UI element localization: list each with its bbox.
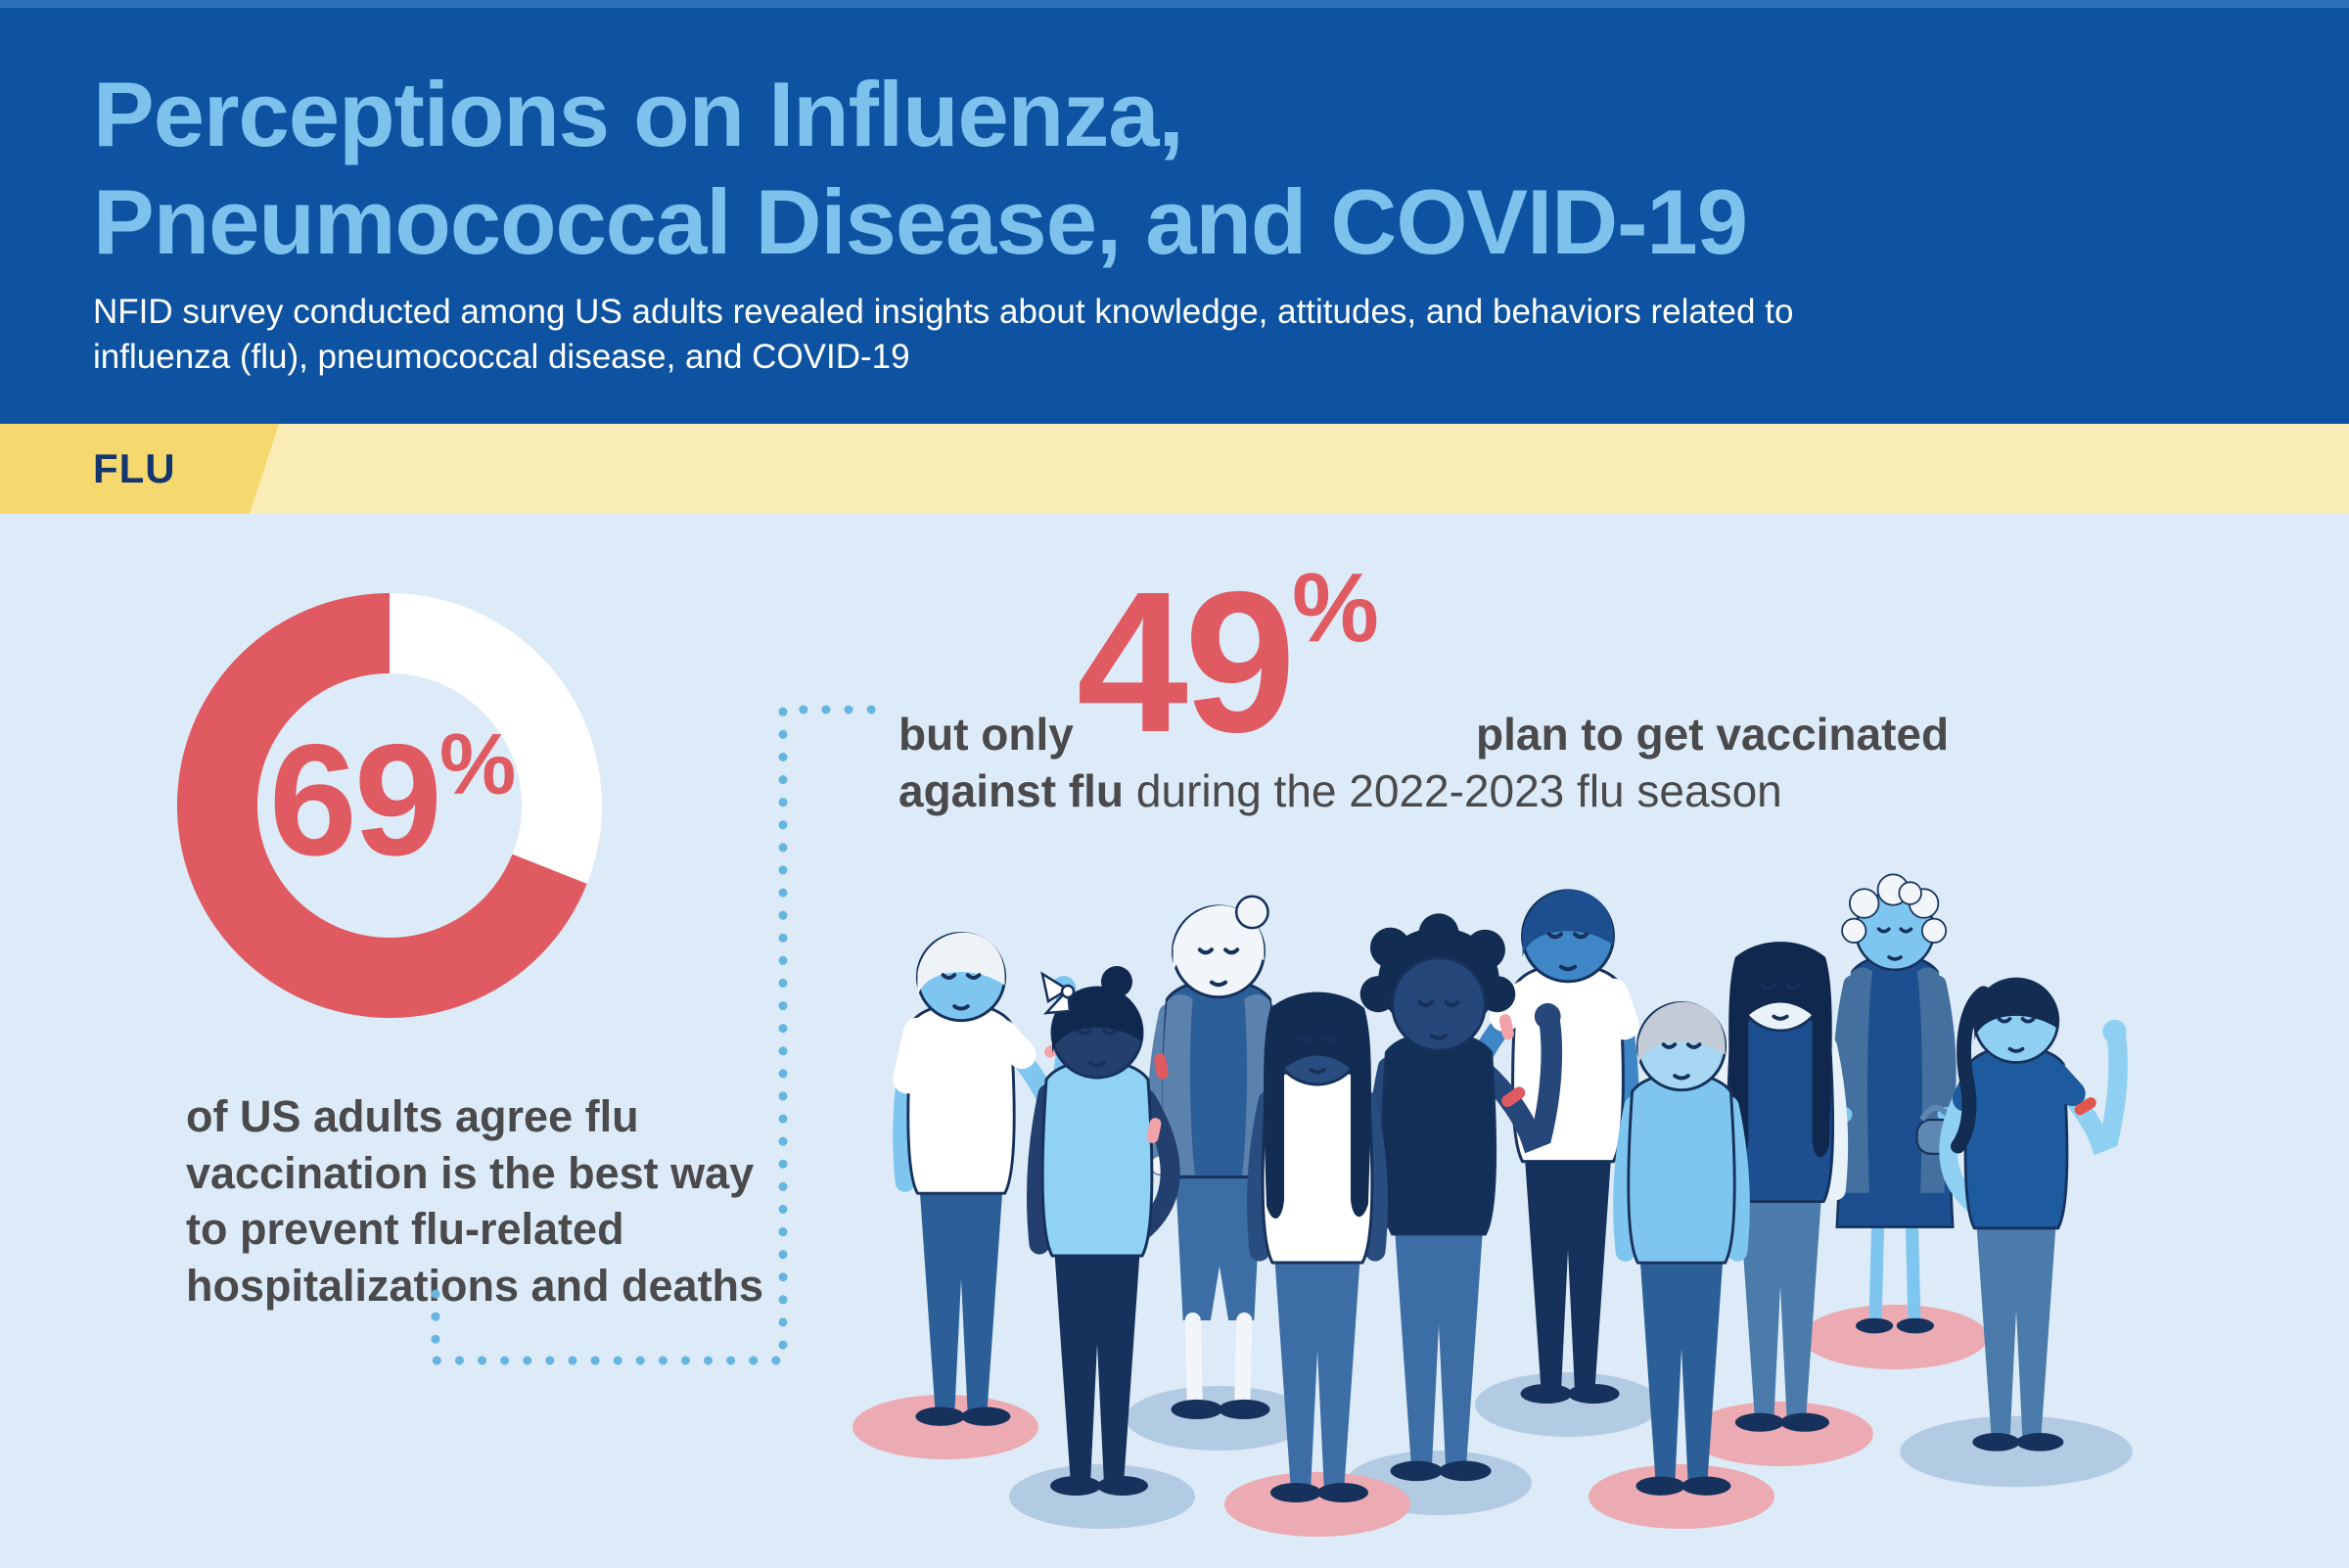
person-tall-man xyxy=(1449,889,1629,1405)
flu-tab-label: FLU xyxy=(93,445,176,491)
stat-49-line2-bold: against flu xyxy=(898,765,1125,816)
shadow-ellipse xyxy=(1126,1386,1312,1451)
stat-49: 49% xyxy=(1077,559,1379,762)
stat-69-caption-line1: of US adults agree flu xyxy=(186,1091,639,1141)
section-band: FLU xyxy=(0,424,2349,514)
hair-bun xyxy=(1101,966,1132,997)
person-older-man xyxy=(902,931,1076,1426)
page-title-line2: Pneumococcal Disease, and COVID-19 xyxy=(93,169,1748,273)
stat-69-value: 69 xyxy=(268,712,442,889)
shadow-ellipse xyxy=(1802,1305,1988,1369)
stat-69-percent-sign: % xyxy=(438,715,517,812)
stat-49-line2-regular: during the 2022-2023 flu season xyxy=(1135,765,1782,816)
stat-69-caption-line2: vaccination is the best way xyxy=(186,1147,755,1198)
stat-49-percent-sign: % xyxy=(1292,553,1379,663)
stat-69-caption-line4: hospitalizations and deaths xyxy=(186,1260,764,1311)
person-bow-woman xyxy=(1036,966,1170,1496)
page-subtitle: NFID survey conducted among US adults re… xyxy=(93,290,1793,380)
person-afro-woman xyxy=(1359,913,1561,1482)
shadow-ellipse xyxy=(1900,1415,2133,1488)
shadow-ellipse xyxy=(1687,1402,1873,1466)
shadow-ellipse xyxy=(1009,1464,1195,1529)
shadow-ellipse xyxy=(1224,1472,1410,1537)
page-subtitle-line2: influenza (flu), pneumococcal disease, a… xyxy=(93,338,910,377)
curly-white-hair xyxy=(1841,873,1948,944)
page-title: Perceptions on Influenza, Pneumococcal D… xyxy=(93,61,1748,276)
ponytail xyxy=(1951,986,1991,1154)
stat-69-caption: of US adults agree flu vaccination is th… xyxy=(186,1088,763,1314)
stat-49-tail: plan to get vaccinated xyxy=(1476,709,1950,760)
person-elderly-woman xyxy=(1837,873,1958,1334)
header-top-edge xyxy=(0,0,2349,8)
page-title-line1: Perceptions on Influenza, xyxy=(93,63,1184,165)
white-bow xyxy=(1040,971,1076,1015)
shadow-ellipse xyxy=(1475,1372,1661,1437)
people-illustration xyxy=(852,873,2349,1537)
stat-49-lead: but only xyxy=(898,709,1074,760)
person-ponytail-woman xyxy=(1949,977,2127,1452)
page-subtitle-line1: NFID survey conducted among US adults re… xyxy=(93,293,1794,331)
header-banner: Perceptions on Influenza, Pneumococcal D… xyxy=(0,0,2349,424)
stat-69-caption-line3: to prevent flu-related xyxy=(186,1204,624,1255)
stat-69: 69% xyxy=(177,721,608,880)
shadow-ellipse xyxy=(1589,1464,1774,1529)
flu-tab xyxy=(0,424,279,514)
hair-bun xyxy=(1234,895,1269,930)
stat-49-value: 49 xyxy=(1077,550,1296,774)
stat-49-line2: against flu during the 2022-2023 flu seas… xyxy=(898,766,1782,816)
